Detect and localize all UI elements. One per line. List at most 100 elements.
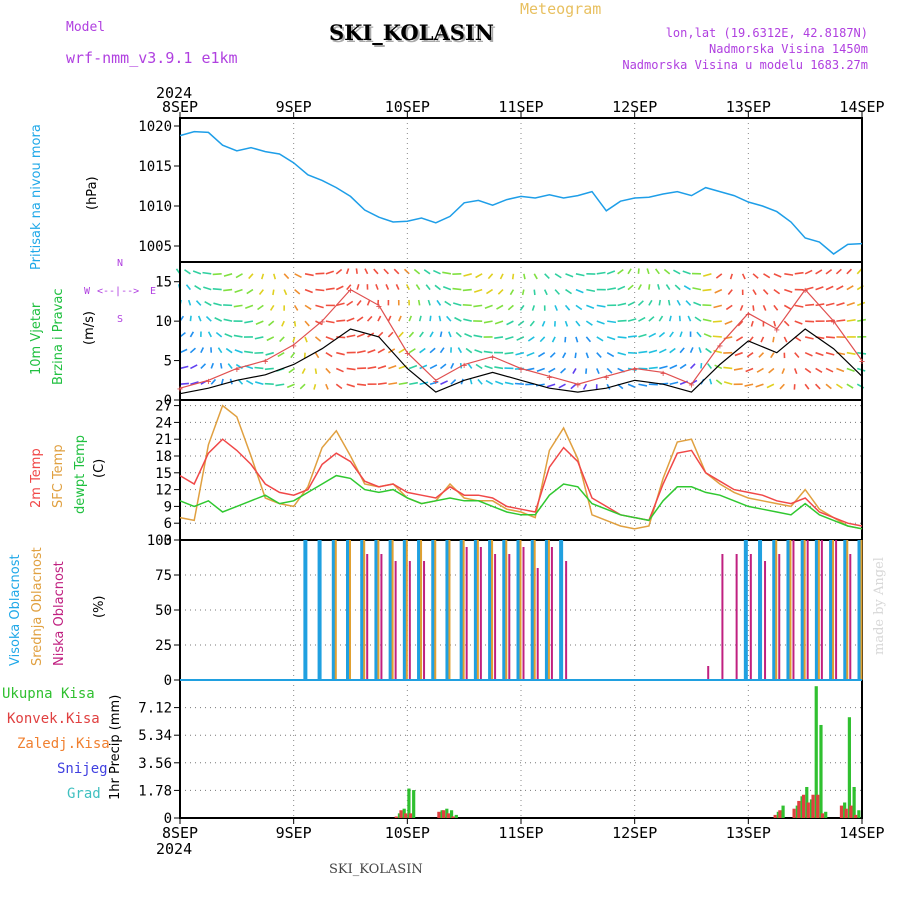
legend-snow: Snijeg (57, 761, 108, 777)
wind-barb (504, 351, 514, 355)
wind-speed-line (179, 328, 863, 395)
wind-barb (517, 320, 525, 327)
precip-conv-bar (801, 794, 806, 818)
wind-barb (741, 273, 746, 280)
wind-barb (273, 273, 277, 280)
gust-marker: + (660, 368, 666, 379)
sfc-temp-line (179, 404, 863, 530)
wind-barb (617, 319, 627, 322)
bottom-xtick-label: 9SEP (276, 824, 312, 842)
low-cloud-bar (366, 554, 369, 680)
low-cloud-bar (565, 561, 568, 680)
wind-barb (678, 315, 681, 322)
gust-marker: + (461, 361, 467, 372)
wind-barb (288, 367, 296, 374)
wind-barb (325, 287, 335, 291)
wind-barb (752, 289, 757, 296)
wind-barb (539, 336, 546, 343)
high-cloud-bar (346, 540, 350, 680)
wind-barb (560, 367, 567, 374)
wind-barb (281, 320, 285, 327)
pressure-frame (179, 117, 863, 263)
wind-barb (398, 315, 402, 322)
wind-barb (679, 363, 687, 370)
gust-marker: + (745, 309, 751, 320)
wind-barb (377, 331, 384, 338)
wind-barb (627, 383, 636, 389)
wind-barb (179, 348, 188, 354)
wind-barb (529, 320, 535, 327)
wind-barb (194, 285, 202, 291)
wind-barb (825, 268, 833, 275)
mid-cloud-bar (775, 540, 778, 680)
wind-barb (429, 364, 438, 370)
wind-barb (596, 336, 604, 342)
gust-marker: + (831, 317, 837, 328)
wind-barb (648, 349, 658, 354)
wind-barb (676, 299, 681, 306)
mid-cloud-bar (377, 540, 380, 680)
wind-barb (504, 381, 514, 386)
wind-barb (685, 300, 692, 306)
precip-conv-bar (442, 810, 446, 818)
wind-barb (408, 315, 413, 322)
wind-barb (596, 304, 606, 308)
wind-barb (189, 331, 195, 338)
wind-barb (804, 383, 810, 390)
wind-barb (703, 273, 712, 277)
wind-barb (548, 367, 556, 373)
wind-barb (682, 270, 691, 275)
wind-barb (314, 336, 322, 342)
wind-barb (398, 331, 404, 338)
low-cloud-bar (806, 540, 809, 680)
wind-barb (549, 352, 556, 358)
bottom-xtick-label: 11SEP (498, 824, 543, 842)
mid-cloud-bar (434, 540, 437, 680)
wind-barb (825, 367, 834, 373)
wind-barb (204, 301, 212, 307)
wind-barb (658, 331, 666, 338)
low-cloud-bar (465, 547, 468, 680)
product-title: Meteogram (520, 0, 602, 18)
wind-barb (856, 268, 863, 275)
wind-barb (277, 351, 285, 358)
footer-station: SKI_KOLASIN (329, 862, 423, 877)
wind-barb (586, 304, 595, 310)
wind-barb (214, 317, 223, 322)
wind-barb (436, 299, 442, 306)
low-cloud-bar (778, 554, 781, 680)
mid-cloud-bar (462, 540, 465, 680)
temp-ytick-label: 27 (155, 399, 172, 415)
wind-barb (846, 319, 856, 322)
wind-barb (346, 317, 355, 322)
low-cloud-bar (394, 561, 397, 680)
wind-barb (804, 336, 814, 340)
wind-barb (606, 270, 616, 275)
temp-ytick-label: 3 (164, 533, 172, 549)
low-cloud-bar (550, 547, 553, 680)
wind-barb (607, 287, 616, 291)
wind-barb (325, 367, 331, 374)
wind-barb (366, 315, 373, 322)
wind-barb (419, 347, 426, 354)
high-cloud-bar (843, 540, 848, 680)
wind-barb (617, 336, 627, 339)
high-cloud-bar (360, 540, 365, 680)
wind-barb (574, 352, 577, 359)
wind-barb (846, 268, 853, 275)
wind-barb (527, 336, 535, 342)
wind-barb (454, 316, 462, 322)
precip-conv-bar (399, 810, 403, 818)
wind-barb (724, 320, 733, 325)
wind-barb (355, 268, 358, 274)
temp-ytick-label: 12 (155, 483, 172, 499)
high-cloud-bar (473, 540, 478, 680)
wind-barb (325, 336, 334, 341)
wind-barb (377, 348, 385, 354)
wind-barb (713, 304, 723, 309)
wind-barb (617, 351, 627, 356)
wind-barb (727, 289, 733, 295)
wind-barb (564, 320, 569, 327)
legend-frozen-rain: Zaledj.Kisa (17, 736, 110, 752)
wind-barb (314, 352, 320, 359)
